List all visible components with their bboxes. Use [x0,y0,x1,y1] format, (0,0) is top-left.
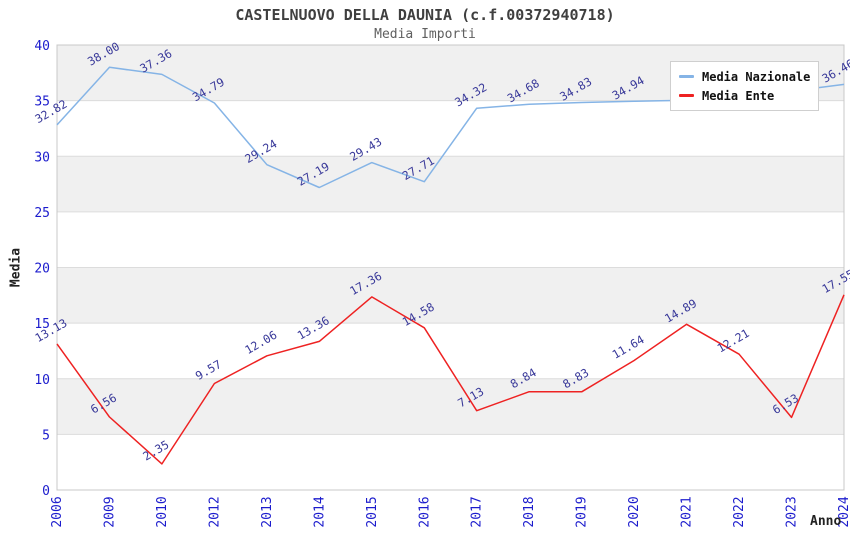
y-tick-label: 25 [34,206,50,221]
plot-band [57,156,844,212]
y-tick-label: 30 [34,150,50,165]
x-tick-label: 2018 [522,496,537,527]
x-tick-label: 2024 [837,496,850,527]
y-tick-label: 10 [34,373,50,388]
y-axis-title: Media [8,247,24,288]
chart-title: CASTELNUOVO DELLA DAUNIA (c.f.0037294071… [235,6,615,24]
x-tick-label: 2022 [732,496,747,527]
plot-border [56,44,845,491]
legend-item-media-ente: Media Ente [679,86,810,105]
y-tick-label: 0 [42,484,50,499]
y-tick-label: 5 [42,428,50,443]
x-tick-label: 2009 [103,496,118,527]
point-label: 12.06 [242,328,279,357]
x-tick-label: 2013 [260,496,275,527]
plot-band [57,378,844,435]
x-tick-label: 2012 [207,496,222,527]
legend-label: Media Ente [702,88,775,103]
x-tick-label: 2019 [575,496,590,527]
x-tick-label: 2014 [312,496,327,527]
point-label: 11.64 [610,332,647,361]
y-tick-label: 40 [34,39,50,54]
legend-label: Media Nazionale [702,69,811,84]
x-tick-label: 2023 [785,496,800,527]
y-tick-label: 35 [34,95,50,110]
x-tick-label: 2021 [680,496,695,527]
chart-subtitle: Media Importi [374,27,476,42]
x-tick-label: 2020 [627,496,642,527]
x-tick-label: 2010 [155,496,170,527]
plot-band [57,267,844,324]
series-line-media-ente [56,294,845,465]
y-tick-label: 15 [34,317,50,332]
x-tick-label: 2016 [417,496,432,527]
media-nazionale-line-swatch-icon [679,75,694,78]
x-axis-title: Anno [810,514,842,529]
x-tick-label: 2006 [50,496,65,527]
y-tick-label: 20 [34,262,50,277]
x-tick-label: 2015 [365,496,380,527]
legend-item-media-nazionale: Media Nazionale [679,67,810,86]
media-ente-line-swatch-icon [679,94,694,97]
chart-legend: Media Nazionale Media Ente [670,61,820,111]
x-tick-label: 2017 [470,496,485,527]
